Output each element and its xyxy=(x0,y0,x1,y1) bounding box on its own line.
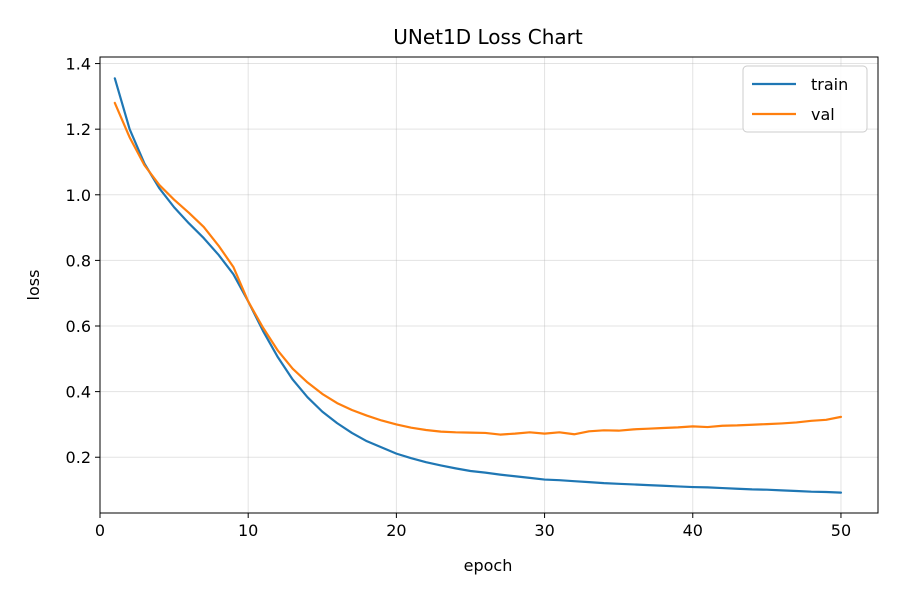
x-tick-label: 0 xyxy=(95,521,105,540)
series-line-train xyxy=(113,77,843,494)
legend-label-train: train xyxy=(811,75,848,94)
x-tick-label: 10 xyxy=(238,521,258,540)
x-tick-label: 20 xyxy=(386,521,406,540)
plot-frame xyxy=(99,56,879,514)
chart-title: UNet1D Loss Chart xyxy=(393,25,583,49)
y-axis-label: loss xyxy=(24,270,43,301)
x-axis-label: epoch xyxy=(464,556,513,575)
y-axis: 0.2 0.4 0.6 0.8 1.0 1.2 1.4 xyxy=(66,55,100,467)
legend: train val xyxy=(742,65,868,133)
legend-label-val: val xyxy=(811,105,835,124)
y-tick-label: 0.8 xyxy=(66,251,91,270)
y-tick-label: 1.0 xyxy=(66,186,91,205)
x-axis: 0 10 20 30 40 50 xyxy=(95,513,851,540)
series-line-val xyxy=(113,101,843,436)
y-tick-label: 0.6 xyxy=(66,317,91,336)
x-tick-label: 40 xyxy=(683,521,703,540)
y-tick-label: 1.4 xyxy=(66,55,91,74)
grid xyxy=(99,57,878,513)
y-tick-label: 0.4 xyxy=(66,383,91,402)
plot-series xyxy=(113,77,843,494)
y-tick-label: 1.2 xyxy=(66,120,91,139)
y-tick-label: 0.2 xyxy=(66,448,91,467)
x-tick-label: 30 xyxy=(534,521,554,540)
x-tick-label: 50 xyxy=(831,521,851,540)
legend-box xyxy=(742,65,868,133)
